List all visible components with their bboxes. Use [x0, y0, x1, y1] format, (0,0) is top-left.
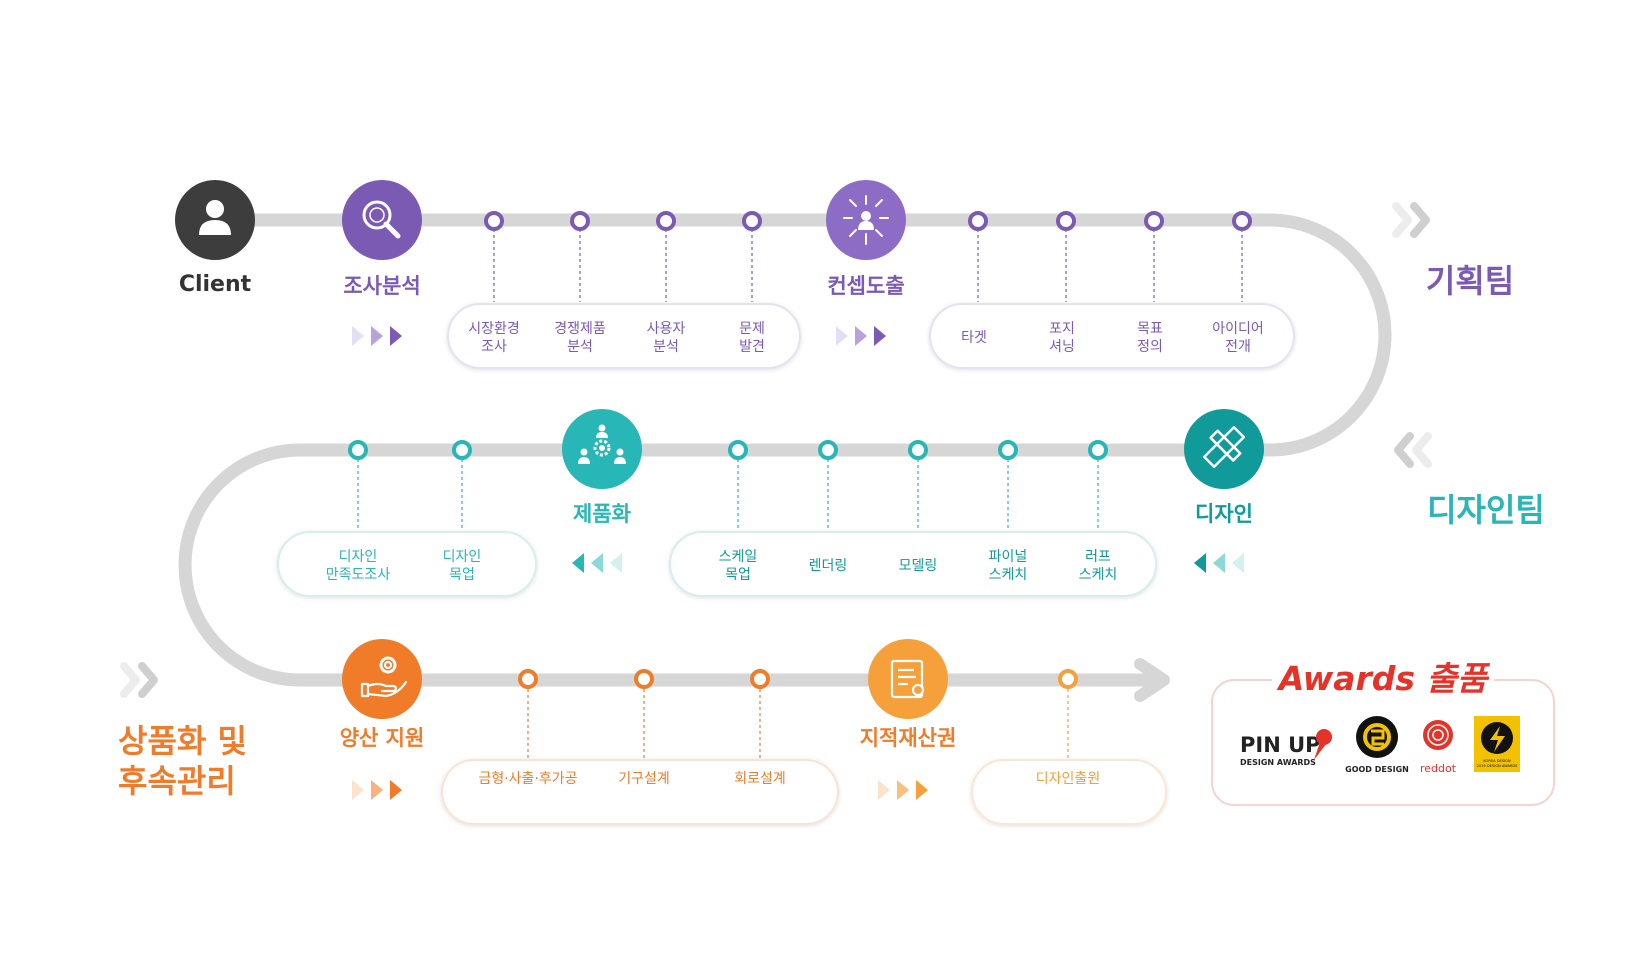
concept-detail-items: 타겟 포지 셔닝 목표 정의 아이디어 전개 — [961, 321, 1264, 355]
reddot-label: reddot — [1420, 762, 1457, 775]
client-node — [175, 180, 255, 260]
research-label: 조사분석 — [343, 274, 420, 298]
detail-line: 목표 — [1137, 321, 1163, 337]
ip-node — [868, 639, 948, 719]
team-gear-icon — [578, 424, 626, 464]
row2-nodes — [348, 440, 1108, 460]
detail-line: 모델링 — [899, 558, 938, 574]
pinup-logo: PIN UP DESIGN AWARDS — [1240, 729, 1332, 767]
detail-line: 분석 — [567, 339, 593, 355]
planning-chevrons — [1392, 202, 1430, 238]
design-detail-items: 스케일 목업 렌더링 모델링 파이널 스케치 러프 스케치 — [719, 549, 1118, 583]
korea-design-logo: KOREA DESIGN 2019 DESIGN AWARDS — [1474, 716, 1520, 772]
productization-detail-box — [277, 531, 537, 597]
row2-arrows-2 — [1194, 553, 1244, 573]
design-detail-box — [669, 531, 1157, 597]
certificate-icon — [890, 659, 925, 699]
productization-node — [562, 409, 642, 489]
row3-node-ip — [1058, 669, 1078, 689]
detail-line: 스케일 — [719, 549, 758, 565]
row1-arrows-2 — [836, 326, 886, 346]
detail-line: 만족도조사 — [326, 567, 391, 583]
detail-line: 렌더링 — [809, 558, 848, 574]
detail-line: 아이디어 — [1212, 321, 1264, 337]
commercial-team-label-line1: 상품화 및 — [118, 722, 247, 760]
row3-nodes — [518, 669, 770, 689]
commercial-team-label-line2: 후속관리 — [118, 762, 236, 800]
design-label: 디자인 — [1195, 502, 1253, 526]
row3-arrows-1 — [352, 780, 402, 800]
detail-line: 파이널 — [989, 549, 1028, 565]
detail-line: 정의 — [1137, 339, 1163, 355]
research-detail-box — [447, 303, 801, 369]
detail-line: 문제 — [739, 321, 765, 337]
detail-line: 조사 — [481, 339, 507, 355]
detail-line: 분석 — [653, 339, 679, 355]
detail-line: 타겟 — [961, 330, 987, 346]
detail-line: 디자인출원 — [1036, 771, 1100, 787]
concept-detail-box — [929, 303, 1295, 369]
row1-arrows-1 — [352, 326, 402, 346]
detail-line: 사용자 — [647, 321, 686, 337]
design-chevrons — [1394, 432, 1432, 468]
pinup-logo-subtext: DESIGN AWARDS — [1240, 758, 1316, 767]
detail-line: 시장환경 — [468, 321, 520, 337]
detail-line: 디자인 — [443, 549, 482, 565]
row3-connectors — [527, 689, 761, 758]
detail-line: 디자인 — [339, 549, 378, 565]
productization-detail-items: 디자인 만족도조사 디자인 목업 — [326, 549, 482, 583]
process-track — [178, 213, 1392, 687]
mass-production-detail-items: 금형·사출·후가공 기구설계 회로설계 — [478, 771, 785, 787]
detail-line: 스케치 — [989, 567, 1028, 583]
ip-label: 지적재산권 — [860, 726, 957, 750]
detail-line: 회로설계 — [734, 771, 786, 787]
row1-connectors — [493, 229, 1243, 302]
mass-production-detail-box — [441, 759, 839, 825]
person-icon — [199, 200, 231, 235]
good-design-label: GOOD DESIGN — [1345, 765, 1409, 774]
hand-gear-icon — [360, 656, 408, 698]
detail-line: 러프 — [1085, 549, 1111, 565]
reddot-logo: reddot — [1420, 720, 1457, 775]
row2-connectors — [357, 459, 1099, 530]
detail-line: 목업 — [449, 567, 475, 583]
concept-network-icon — [843, 195, 889, 245]
pencil-ruler-icon — [1202, 425, 1246, 469]
awards-title-backdrop — [1272, 664, 1494, 696]
ip-detail-box — [971, 759, 1167, 825]
korea-design-logo-line2: 2019 DESIGN AWARDS — [1477, 764, 1519, 768]
track-arrow-head — [1134, 658, 1170, 702]
awards-title: Awards 출품 — [1276, 659, 1491, 698]
planning-team-label: 기획팀 — [1426, 262, 1514, 300]
pin-icon — [1316, 729, 1332, 745]
detail-line: 기구설계 — [618, 771, 670, 787]
mass-production-label: 양산 지원 — [340, 726, 425, 750]
row3-arrows-2 — [878, 780, 928, 800]
detail-line: 금형·사출·후가공 — [478, 771, 577, 787]
korea-design-logo-line1: KOREA DESIGN — [1483, 759, 1511, 763]
research-node — [342, 180, 422, 260]
good-design-logo: GOOD DESIGN — [1345, 716, 1409, 774]
row1-nodes — [484, 211, 1252, 231]
detail-line: 셔닝 — [1049, 339, 1075, 355]
client-label: Client — [179, 272, 252, 297]
detail-line: 목업 — [725, 567, 751, 583]
detail-line: 발견 — [739, 339, 765, 355]
detail-line: 포지 — [1049, 321, 1075, 337]
detail-line: 전개 — [1225, 339, 1251, 355]
concept-node — [826, 180, 906, 260]
commercial-chevrons — [120, 662, 158, 698]
detail-line: 경쟁제품 — [554, 321, 606, 337]
design-team-label: 디자인팀 — [1427, 491, 1545, 529]
detail-line: 스케치 — [1079, 567, 1118, 583]
mass-production-node — [342, 639, 422, 719]
design-node — [1184, 409, 1264, 489]
magnifier-icon — [362, 200, 401, 239]
pinup-logo-text: PIN UP — [1240, 733, 1321, 757]
productization-label: 제품화 — [573, 502, 632, 526]
concept-label: 컨셉도출 — [827, 274, 904, 298]
row2-arrows-1 — [572, 553, 622, 573]
research-detail-items: 시장환경 조사 경쟁제품 분석 사용자 분석 문제 발견 — [468, 321, 765, 355]
